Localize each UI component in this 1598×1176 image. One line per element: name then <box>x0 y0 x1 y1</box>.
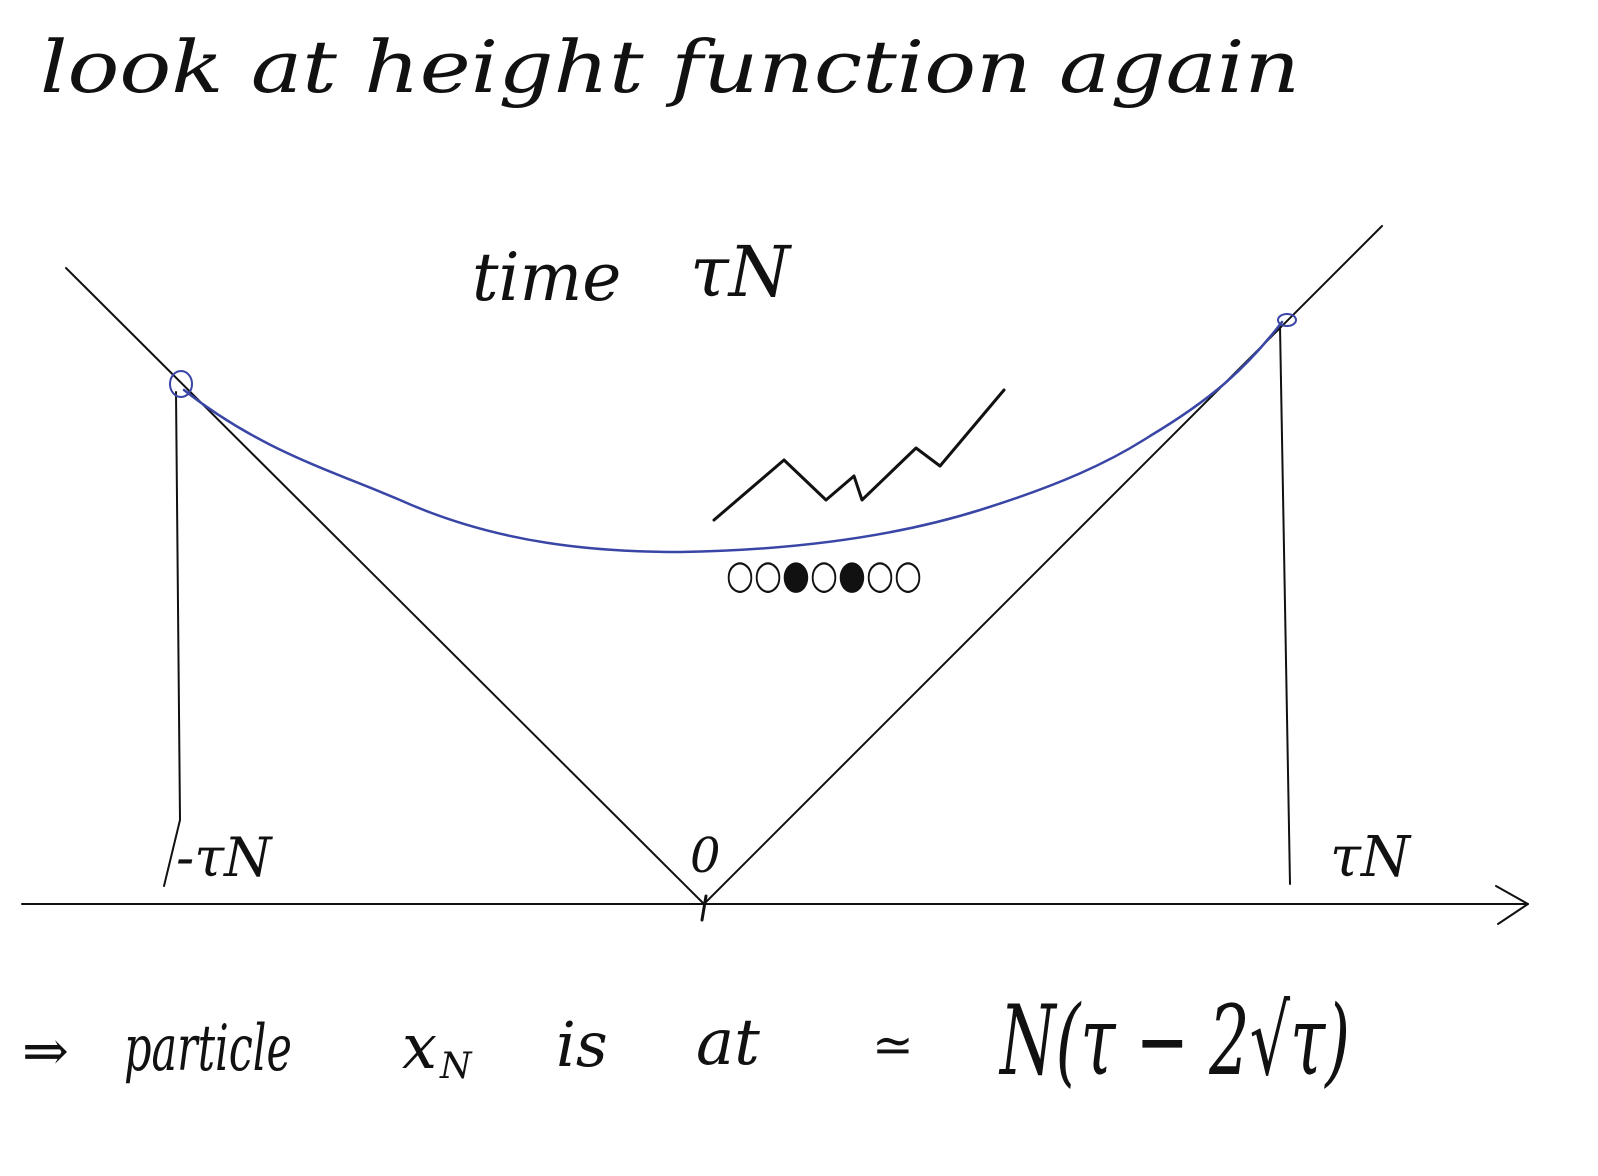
conclusion-word-particle: particle <box>124 1012 292 1086</box>
particle-row: ○○●○●○○ <box>726 552 922 598</box>
origin-tick <box>700 894 708 922</box>
particle-symbol: x <box>402 1010 437 1083</box>
left-cone-line <box>65 267 705 905</box>
right-endpoint-marker <box>1277 313 1297 327</box>
conclusion-word-at: at <box>696 1006 760 1080</box>
time-label: time <box>472 239 621 316</box>
zigzag-sketch <box>712 388 1006 522</box>
heading-text: look at height function again <box>40 25 1300 109</box>
particle-row-text: ○○●○●○○ <box>726 552 922 598</box>
right-axis-label: τN <box>1330 825 1412 890</box>
approx-symbol: ≃ <box>872 1016 914 1074</box>
time-value: τN <box>690 231 793 313</box>
origin-label: 0 <box>690 828 721 884</box>
left-endpoint-marker <box>169 370 193 398</box>
particle-subscript: N <box>439 1046 473 1087</box>
left-axis-label: -τN <box>176 826 273 889</box>
right-vertical-line <box>1279 325 1291 885</box>
height-curve <box>182 320 1284 554</box>
implies-symbol: ⇒ <box>22 1019 69 1084</box>
conclusion-word-is: is <box>556 1008 608 1081</box>
left-vertical-line <box>163 391 181 887</box>
conclusion-formula: N(τ − 2√τ) <box>999 985 1350 1097</box>
x-axis-arrowhead <box>1495 885 1529 925</box>
